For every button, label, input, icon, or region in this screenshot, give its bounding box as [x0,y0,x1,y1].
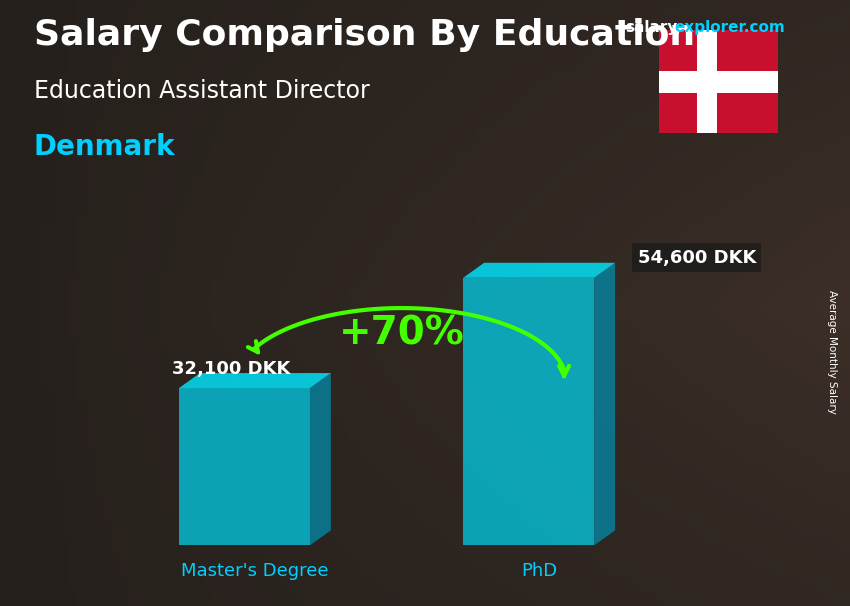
Text: salary: salary [625,20,677,35]
Polygon shape [310,373,331,545]
Text: Denmark: Denmark [34,133,175,161]
Text: explorer.com: explorer.com [674,20,785,35]
Text: Master's Degree: Master's Degree [181,562,329,580]
Polygon shape [179,373,331,388]
Polygon shape [594,263,615,545]
Polygon shape [179,388,310,545]
Text: Average Monthly Salary: Average Monthly Salary [827,290,837,413]
Text: 32,100 DKK: 32,100 DKK [172,360,290,378]
Bar [697,30,717,133]
Text: 54,600 DKK: 54,600 DKK [638,249,756,267]
Polygon shape [463,263,615,278]
Bar [659,71,778,93]
Text: Salary Comparison By Education: Salary Comparison By Education [34,18,695,52]
Text: Education Assistant Director: Education Assistant Director [34,79,370,103]
Polygon shape [463,278,594,545]
Text: PhD: PhD [521,562,558,580]
Text: +70%: +70% [338,315,464,353]
